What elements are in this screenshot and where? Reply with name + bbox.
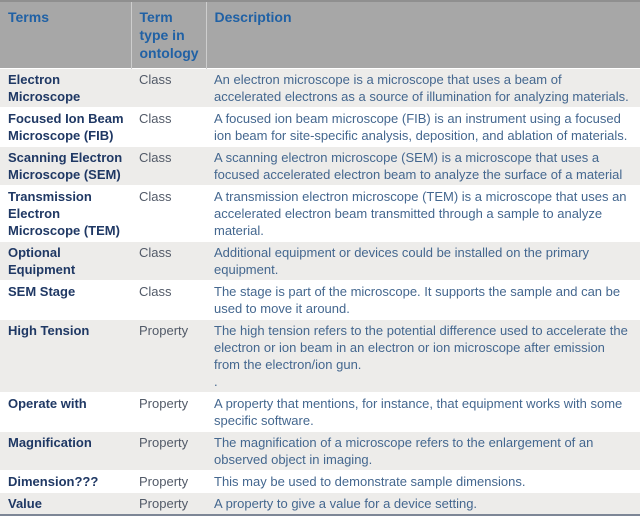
term-cell: Value [0, 492, 131, 515]
table-row: Dimension??? Property This may be used to … [0, 470, 640, 493]
desc-cell: A property that mentions, for instance, … [206, 392, 640, 432]
type-cell: Class [131, 185, 206, 242]
type-cell: Class [131, 280, 206, 320]
term-cell: High Tension [0, 319, 131, 393]
table-row: SEM Stage Class The stage is part of the m… [0, 280, 640, 320]
type-cell: Property [131, 319, 206, 393]
term-cell: Optional Equipment [0, 241, 131, 281]
desc-cell: A focused ion beam microscope (FIB) is a… [206, 107, 640, 147]
header-row: Terms Term type in ontology Description [0, 1, 640, 69]
term-cell: Focused Ion Beam Microscope (FIB) [0, 107, 131, 147]
desc-cell: A transmission electron microscope (TEM)… [206, 185, 640, 242]
type-cell: Property [131, 392, 206, 432]
term-cell: Electron Microscope [0, 68, 131, 108]
term-cell: Transmission Electron Microscope (TEM) [0, 185, 131, 242]
table-row: High Tension Property The high tension ref… [0, 319, 640, 393]
table-row: Value Property A property to give a value … [0, 492, 640, 515]
type-cell: Property [131, 470, 206, 493]
header-description: Description [205, 1, 640, 69]
desc-cell: A property to give a value for a device … [206, 492, 640, 515]
type-cell: Class [131, 241, 206, 281]
desc-cell: The stage is part of the microscope. It … [206, 280, 640, 320]
type-cell: Class [131, 146, 206, 186]
table-header: Terms Term type in ontology Description [0, 1, 640, 69]
table-row: Transmission Electron Microscope (TEM) Cl… [0, 185, 640, 242]
table-row: Optional Equipment Class Additional equipm… [0, 241, 640, 281]
desc-cell: Additional equipment or devices could be… [206, 241, 640, 281]
type-cell: Class [131, 107, 206, 147]
table-row: Magnification Property The magnification o… [0, 431, 640, 471]
term-cell: Operate with [0, 392, 131, 432]
desc-cell: The high tension refers to the potential… [206, 319, 640, 393]
table-row: Operate with Property A property that ment… [0, 392, 640, 432]
type-cell: Class [131, 68, 206, 108]
type-cell: Property [131, 431, 206, 471]
term-cell: Dimension??? [0, 470, 131, 493]
table-row: Focused Ion Beam Microscope (FIB) Class A … [0, 107, 640, 147]
term-cell: Scanning Electron Microscope (SEM) [0, 146, 131, 186]
table-body: Electron Microscope Class An electron micr… [0, 68, 640, 515]
table-row: Electron Microscope Class An electron micr… [0, 68, 640, 108]
term-cell: Magnification [0, 431, 131, 471]
header-terms: Terms [0, 1, 131, 69]
desc-cell: An electron microscope is a microscope t… [206, 68, 640, 108]
desc-cell: This may be used to demonstrate sample d… [206, 470, 640, 493]
desc-cell: A scanning electron microscope (SEM) is … [206, 146, 640, 186]
desc-cell: The magnification of a microscope refers… [206, 431, 640, 471]
term-cell: SEM Stage [0, 280, 131, 320]
header-term-type: Term type in ontology [130, 1, 206, 69]
type-cell: Property [131, 492, 206, 515]
table-row: Scanning Electron Microscope (SEM) Class A… [0, 146, 640, 186]
